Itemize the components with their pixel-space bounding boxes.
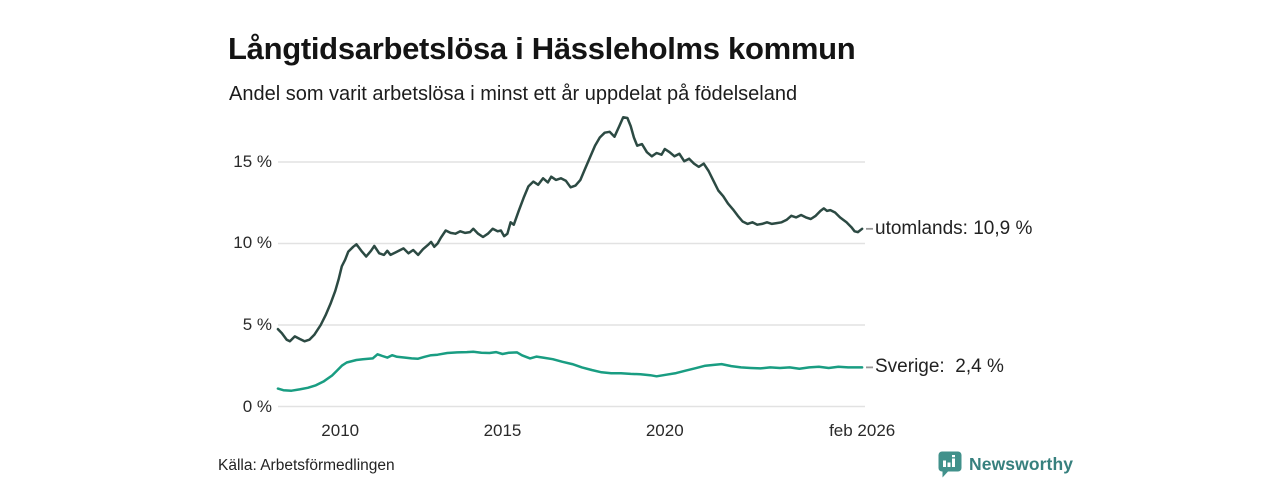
series-line-sverige xyxy=(276,350,864,392)
source-note: Källa: Arbetsförmedlingen xyxy=(218,457,395,474)
page-subtitle: Andel som varit arbetslösa i minst ett å… xyxy=(229,83,798,105)
y-tick-label: 0 % xyxy=(242,396,272,416)
y-tick-label: 5 % xyxy=(242,314,272,334)
series-line-utomlands xyxy=(276,115,864,343)
x-tick-label: 2010 xyxy=(321,421,360,440)
y-tick-label: 10 % xyxy=(233,233,272,253)
x-tick-label: 2015 xyxy=(483,421,522,440)
series-label-utomlands: utomlands: 10,9 % xyxy=(875,217,1033,239)
brand-name: Newsworthy xyxy=(969,454,1074,474)
brand-logo: Newsworthy xyxy=(938,451,1073,478)
x-tick-label: feb 2026 xyxy=(829,421,896,440)
newsworthy-bubble-chart-icon xyxy=(938,451,962,478)
page-title: Långtidsarbetslösa i Hässleholms kommun xyxy=(228,30,856,66)
series-label-sverige: Sverige: 2,4 % xyxy=(875,356,1004,378)
y-tick-label: 15 % xyxy=(233,151,272,171)
x-tick-label: 2020 xyxy=(645,421,684,440)
